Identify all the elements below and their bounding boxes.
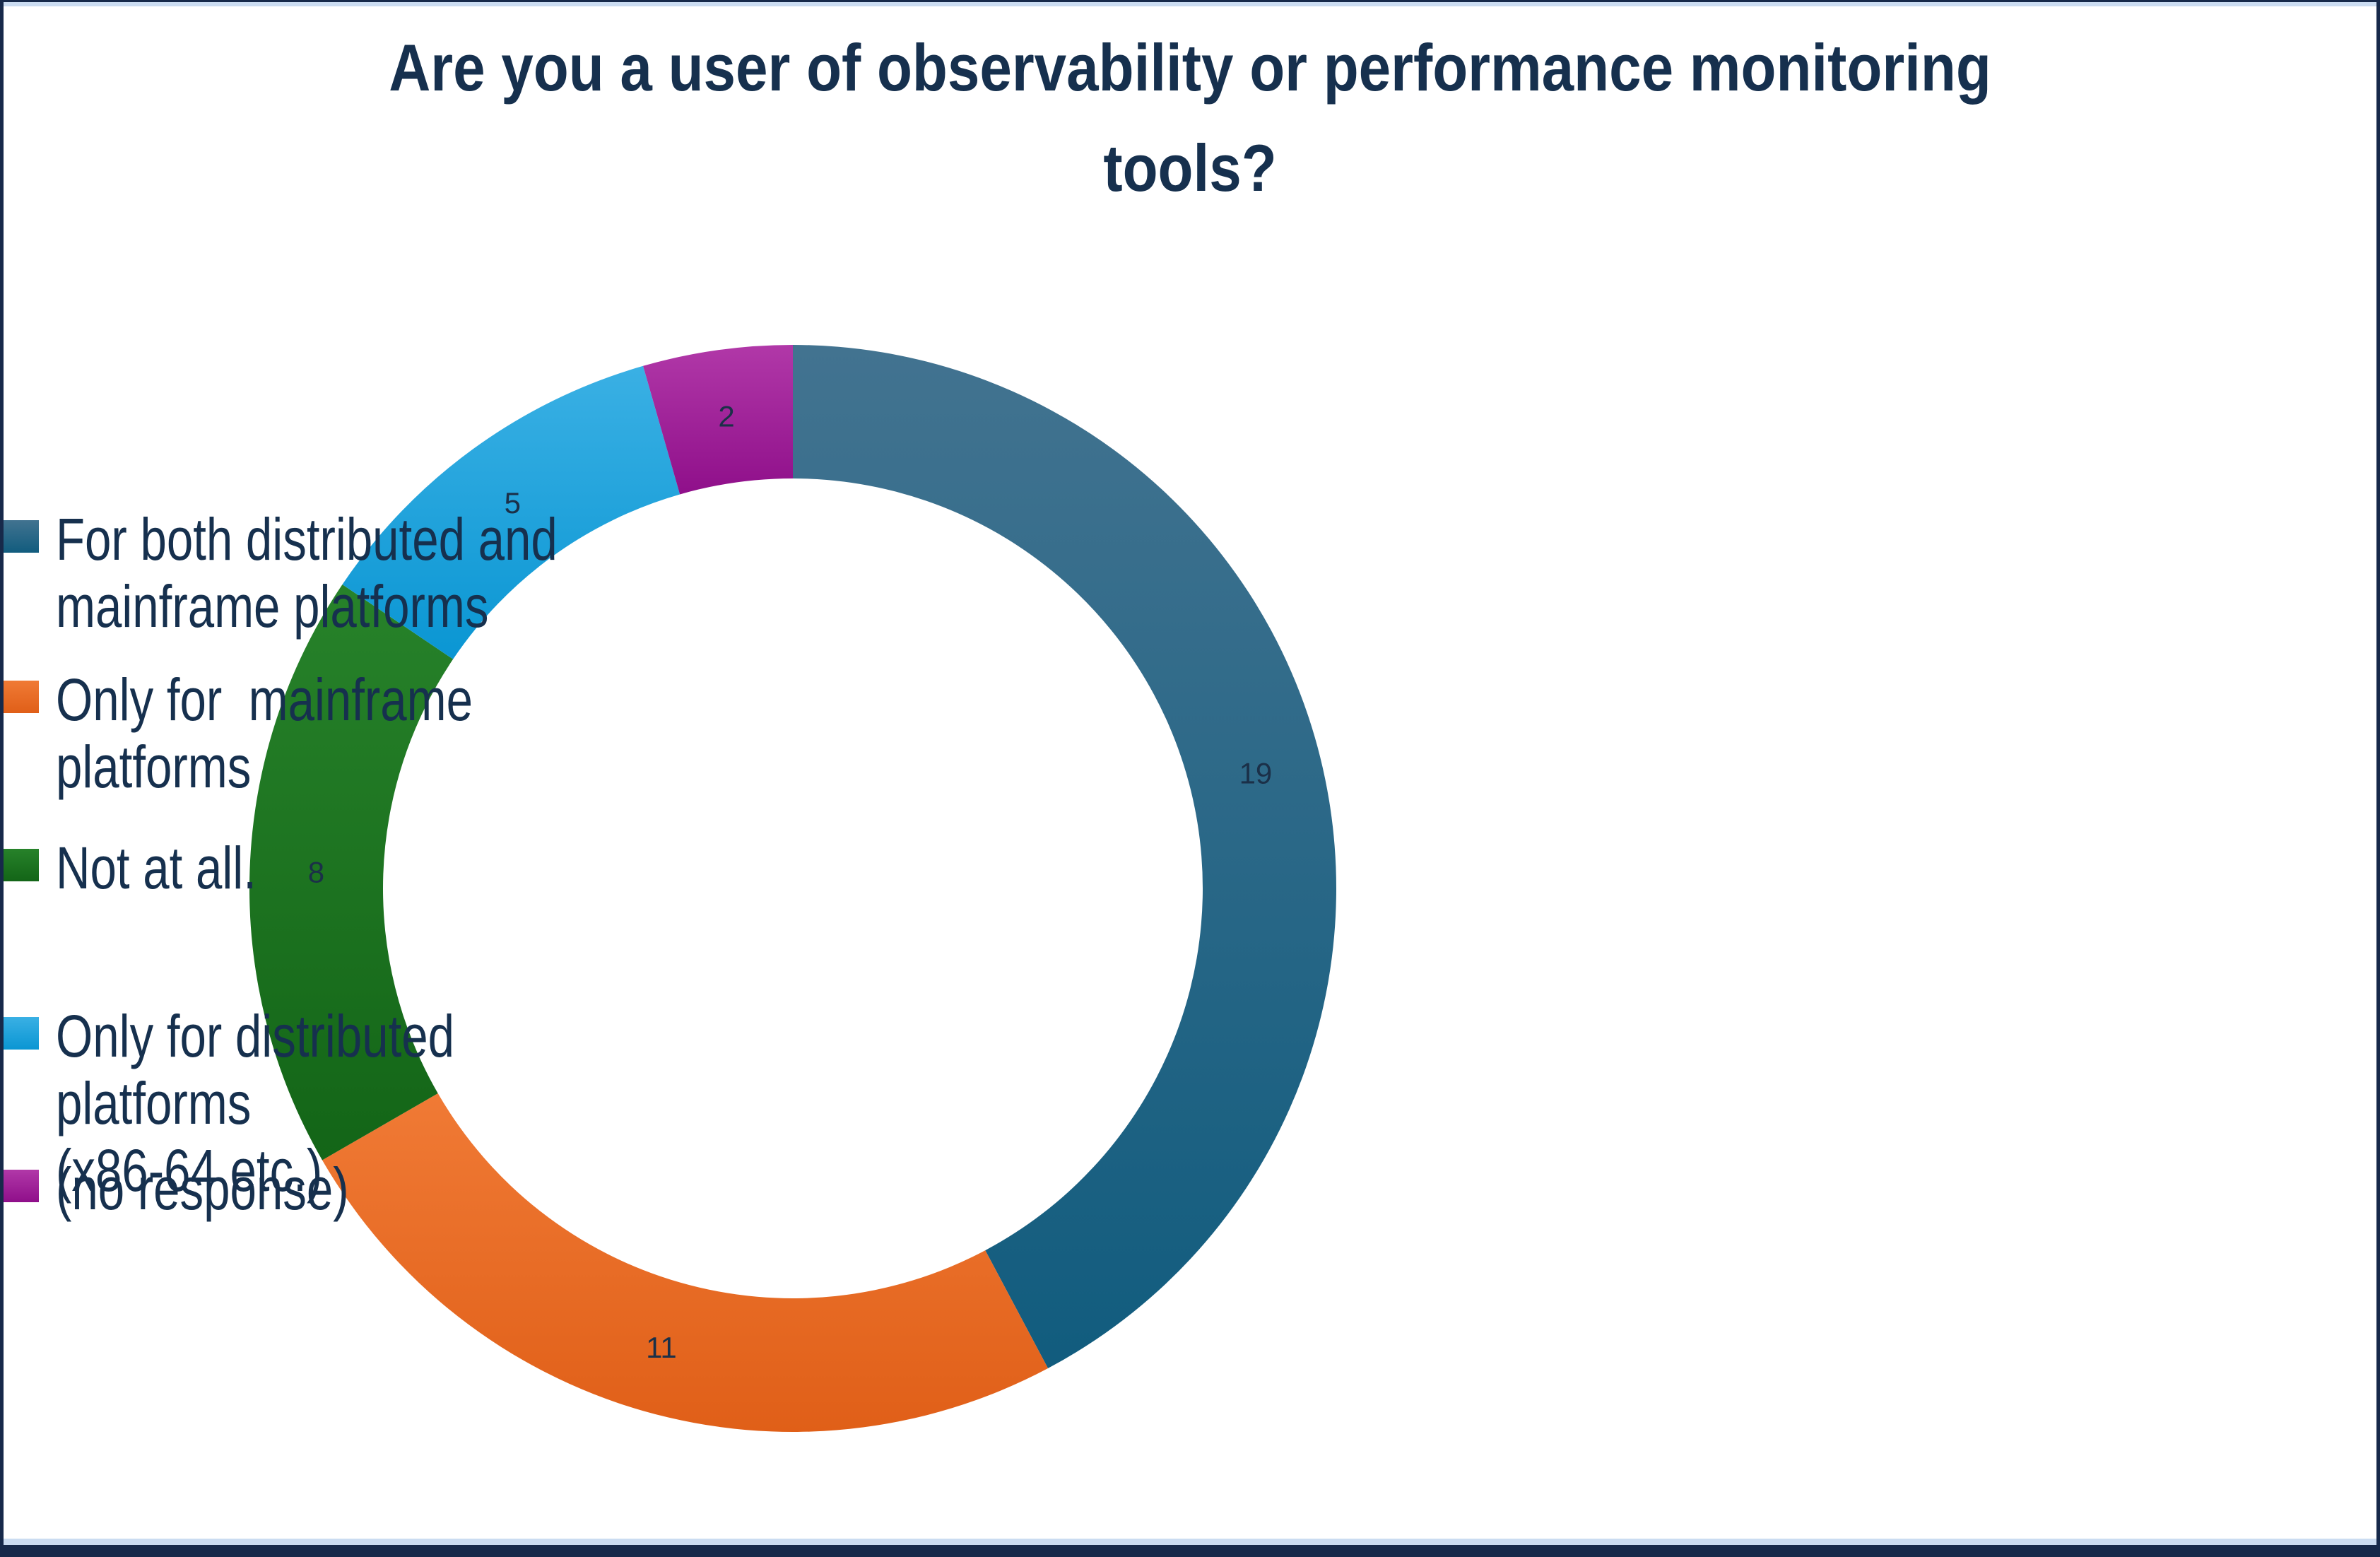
legend-item-not-at-all: Not at all. (4, 835, 307, 902)
legend-swatch-both-platforms (4, 520, 39, 553)
top-trim-line (4, 2, 2376, 6)
legend-label: For both distributed and mainframe platf… (56, 506, 558, 640)
legend-label: (no response) (56, 1156, 349, 1222)
pie-slice-0 (793, 345, 1337, 1368)
slice-value-label: 5 (505, 486, 521, 519)
legend-item-both-platforms: For both distributed and mainframe platf… (4, 506, 683, 640)
donut-slices (249, 345, 1337, 1433)
bottom-trim-line (4, 1539, 2376, 1545)
slice-value-label: 11 (646, 1331, 677, 1364)
legend-swatch-not-at-all (4, 849, 39, 881)
legend-swatch-only-mainframe (4, 681, 39, 713)
slice-value-labels: 19 11 8 5 2 (308, 400, 1273, 1364)
pie-slice-1 (322, 1093, 1049, 1433)
legend-label: Only for distributed platforms (x86-64 e… (56, 1003, 454, 1204)
legend-swatch-no-response (4, 1170, 39, 1202)
pie-slice-4 (643, 345, 793, 495)
slice-value-label: 8 (308, 855, 324, 888)
chart-title: Are you a user of observability or perfo… (389, 30, 1991, 205)
legend-label: Only for mainframe platforms (56, 666, 486, 800)
donut-chart: 19 11 8 5 2 (249, 345, 1337, 1433)
pie-slice-2 (249, 584, 454, 1161)
slide: Are you a user of observability or perfo… (4, 2, 2376, 1545)
slice-value-label: 19 (1239, 757, 1273, 790)
legend-item-no-response: (no response) (4, 1156, 422, 1223)
legend-label: Not at all. (56, 835, 257, 901)
legend-swatch-only-distributed (4, 1017, 39, 1050)
legend-item-only-distributed: Only for distributed platforms (x86-64 e… (4, 1003, 781, 1204)
slice-value-label: 2 (718, 400, 734, 433)
pie-slice-3 (342, 365, 681, 659)
legend-item-only-mainframe: Only for mainframe platforms (4, 666, 781, 801)
